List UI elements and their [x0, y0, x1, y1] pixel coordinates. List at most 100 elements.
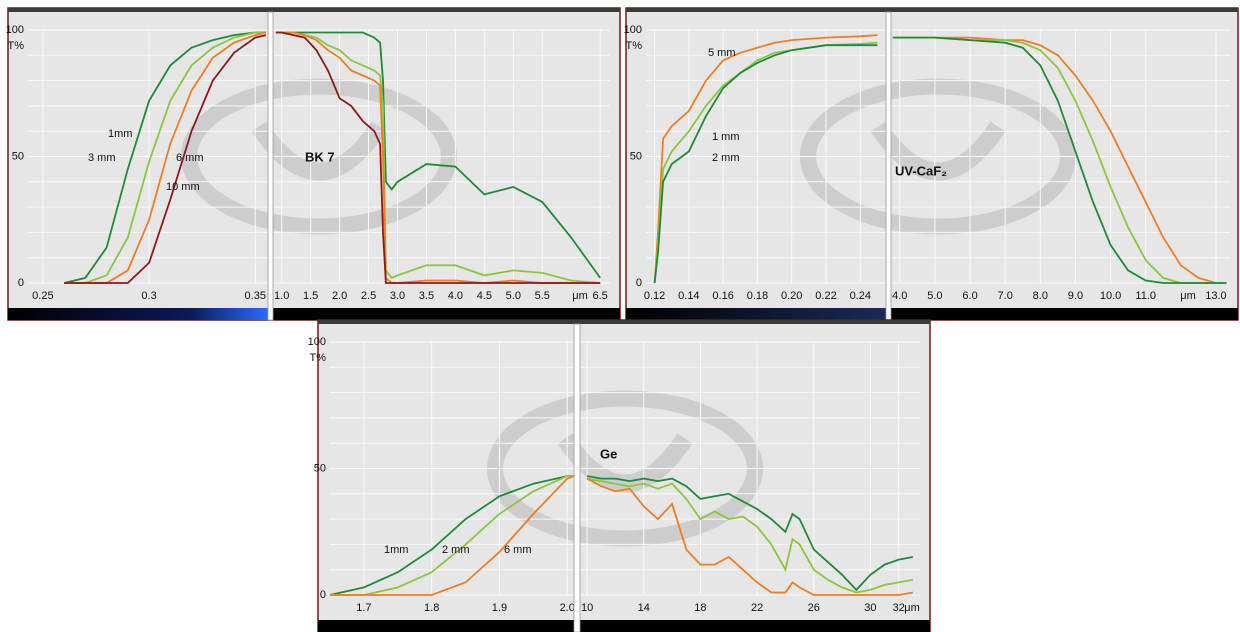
x-tick-label: 0.24 [850, 290, 871, 302]
x-tick-label: 7.0 [998, 290, 1013, 302]
spectrum-strip [626, 308, 886, 320]
series-label: 2 mm [442, 544, 470, 556]
x-tick-label: 6.5 [593, 290, 608, 302]
chart: 0 50 100 T% 1.7 1.8 1.9 2.0 1mm 2 mm 6 mm 10 14 18 22 2… [308, 319, 931, 632]
spectrum-strip [318, 620, 574, 632]
series-label: 1 mm [712, 131, 740, 143]
x-unit: μm [1180, 290, 1196, 302]
x-tick-label: 10 [581, 602, 593, 614]
y-tick-label: 100 [6, 24, 24, 36]
x-tick-label: 0.18 [747, 290, 768, 302]
series-label: 2 mm [712, 152, 740, 164]
x-tick-label: 3.0 [390, 290, 405, 302]
series-line [275, 31, 601, 279]
x-tick-label: 10.0 [1100, 290, 1121, 302]
frame-top [8, 8, 620, 12]
x-tick-label: 4.0 [892, 290, 907, 302]
series-line [892, 36, 1227, 284]
x-tick-label: 8.0 [1033, 290, 1048, 302]
x-tick-label: 5.0 [506, 290, 521, 302]
panel-separator [885, 11, 892, 321]
x-tick-label: 4.5 [477, 290, 492, 302]
x-tick-label: 32 [893, 602, 905, 614]
series-label: 6 mm [504, 544, 532, 556]
x-tick-label: 22 [751, 602, 763, 614]
chart: 0 50 100 T% 0.12 0.14 0.16 0.18 0.20 0.22 0.24 5 mm… [624, 7, 1239, 321]
y-axis-label: T% [626, 40, 643, 52]
spectrum-strip [891, 308, 1238, 320]
x-tick-label: 2.0 [560, 602, 575, 614]
x-tick-label: 26 [808, 602, 820, 614]
spectrum-strip [580, 620, 930, 632]
x-tick-label: 1.0 [274, 290, 289, 302]
x-tick-label: 2.0 [332, 290, 347, 302]
series-line [330, 475, 574, 596]
y-tick-label: 0 [18, 277, 24, 289]
series-label: 1mm [108, 128, 132, 140]
x-tick-label: 6.0 [962, 290, 977, 302]
frame-top [318, 320, 930, 324]
x-tick-label: 0.22 [815, 290, 836, 302]
x-tick-label: 4.0 [448, 290, 463, 302]
series-label: 5 mm [708, 47, 736, 59]
series-line [64, 31, 266, 284]
x-tick-label: 30 [864, 602, 876, 614]
material-title: BK 7 [305, 149, 335, 164]
x-tick-label: 5.0 [927, 290, 942, 302]
series-line [892, 36, 1227, 284]
x-tick-label: 2.5 [361, 290, 376, 302]
y-axis-label: T% [8, 40, 25, 52]
spectrum-strip [8, 308, 268, 320]
x-tick-label: 0.16 [712, 290, 733, 302]
x-unit: μm [904, 602, 920, 614]
series-line [63, 31, 266, 284]
panel-separator [267, 11, 274, 321]
series-label: 1mm [384, 544, 408, 556]
x-tick-label: 1.7 [356, 602, 371, 614]
x-tick-label: 11.0 [1135, 290, 1156, 302]
x-tick-label: 0.25 [32, 290, 53, 302]
chart: 0 50 100 T% 0.25 0.3 0.35 1mm 3 mm 6 mm 10 mm 1.0 1.… [6, 7, 621, 321]
y-tick-label: 100 [308, 336, 326, 348]
series-label: 3 mm [88, 152, 116, 164]
x-tick-label: 0.14 [678, 290, 699, 302]
x-tick-label: 3.5 [419, 290, 434, 302]
y-tick-label: 50 [12, 150, 24, 162]
series-line [330, 475, 575, 596]
x-unit: μm [572, 290, 588, 302]
y-tick-label: 50 [630, 150, 642, 162]
x-tick-label: 13.0 [1205, 290, 1226, 302]
y-axis-label: T% [310, 352, 327, 364]
series-line [275, 31, 601, 284]
x-tick-label: 1.8 [424, 602, 439, 614]
series-label: 6 mm [176, 152, 204, 164]
material-title: UV-CaF₂ [895, 163, 947, 178]
y-tick-label: 50 [314, 462, 326, 474]
series-line [586, 477, 914, 596]
y-tick-label: 0 [320, 589, 326, 601]
watermark [870, 121, 1006, 181]
series-label: 10 mm [166, 181, 200, 193]
x-tick-label: 0.12 [644, 290, 665, 302]
x-tick-label: 0.20 [781, 290, 802, 302]
x-tick-label: 0.3 [141, 290, 156, 302]
series-line [586, 477, 914, 594]
series-line [329, 475, 574, 596]
y-tick-label: 100 [624, 24, 642, 36]
series-line [275, 31, 601, 284]
x-tick-label: 9.0 [1068, 290, 1083, 302]
spectrum-strip [273, 308, 620, 320]
material-title: Ge [600, 446, 617, 461]
x-tick-label: 5.5 [535, 290, 550, 302]
x-tick-label: 14 [638, 602, 650, 614]
x-tick-label: 0.35 [245, 290, 266, 302]
series-line [64, 34, 267, 284]
x-tick-label: 1.9 [492, 602, 507, 614]
frame-top [626, 8, 1238, 12]
x-tick-label: 1.5 [303, 290, 318, 302]
series-line [275, 31, 601, 284]
y-tick-label: 0 [636, 277, 642, 289]
series-line [653, 34, 878, 284]
series-line [586, 475, 914, 592]
